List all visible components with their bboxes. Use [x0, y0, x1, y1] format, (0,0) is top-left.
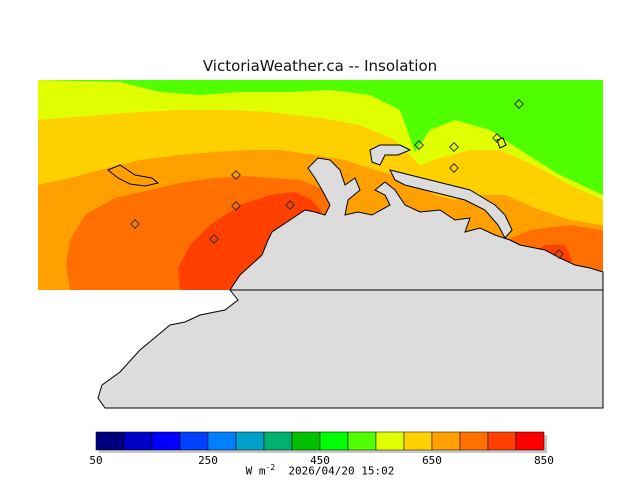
station-marker [449, 163, 459, 173]
colorbar-swatch [487, 431, 517, 451]
station-marker [209, 234, 219, 244]
station-marker [414, 140, 424, 150]
station-marker [231, 201, 241, 211]
colorbar-swatch [459, 431, 489, 451]
colorbar-swatch [515, 431, 545, 451]
station-marker [285, 200, 295, 210]
colorbar-tick-label: 850 [534, 454, 554, 467]
station-marker [492, 133, 502, 143]
unit-exponent: -2 [265, 463, 276, 472]
station-marker [449, 142, 459, 152]
colorbar-swatch [403, 431, 433, 451]
colorbar-swatch [347, 431, 377, 451]
colorbar-swatch [151, 431, 181, 451]
colorbar-swatch [235, 431, 265, 451]
station-marker [554, 249, 564, 259]
colorbar-swatch [207, 431, 237, 451]
station-marker [514, 99, 524, 109]
colorbar-swatch [375, 431, 405, 451]
colorbar-swatch [291, 431, 321, 451]
unit-base: W m [245, 464, 266, 478]
colorbar-footer: W m-2 2026/04/20 15:02 [0, 463, 640, 478]
colorbar-ticks: 50 250 450 650 850 [89, 454, 554, 467]
station-markers [130, 99, 564, 259]
colorbar-swatch [319, 431, 349, 451]
map-title: VictoriaWeather.ca -- Insolation [202, 57, 438, 75]
colorbar-swatch [123, 431, 153, 451]
timestamp: 2026/04/20 15:02 [288, 464, 395, 478]
colorbar [95, 431, 547, 453]
colorbar-tick-label: 50 [89, 454, 102, 467]
colorbar-swatch [179, 431, 209, 451]
colorbar-tick-label: 450 [310, 454, 330, 467]
land-island [107, 164, 160, 187]
station-marker [231, 170, 241, 180]
land-masks [107, 137, 604, 291]
station-marker [130, 219, 140, 229]
colorbar-swatch [263, 431, 293, 451]
land-san-juan-strip [369, 144, 513, 239]
colorbar-tick-label: 250 [198, 454, 218, 467]
colorbar-swatch [431, 431, 461, 451]
colorbar-swatch [95, 431, 125, 451]
band-red-orange [178, 192, 572, 290]
colorbar-tick-label: 650 [422, 454, 442, 467]
land-olympic-mainland [229, 157, 604, 291]
